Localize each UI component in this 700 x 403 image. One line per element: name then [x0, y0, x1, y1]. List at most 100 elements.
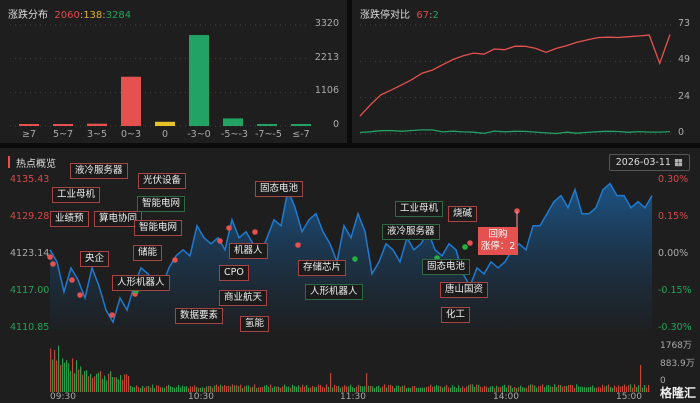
x-tick-label: -5~-3 [221, 129, 248, 140]
volume-bar [318, 384, 320, 392]
volume-bar [444, 386, 446, 392]
time-label: 14:00 [493, 392, 519, 402]
volume-bar [326, 384, 328, 392]
price-area [50, 183, 652, 329]
hot-topic-tag[interactable]: 光伏设备 [138, 173, 187, 189]
volume-bar [104, 375, 106, 392]
volume-bar [130, 385, 132, 392]
hot-topic-tag[interactable]: 液冷服务器 [382, 224, 440, 240]
volume-bar [468, 385, 470, 392]
volume-bar [378, 385, 380, 392]
hot-topic-tag[interactable]: 氢能 [240, 316, 270, 332]
volume-bar [226, 385, 228, 392]
hot-topic-tag[interactable]: 算电协同 [94, 211, 143, 227]
volume-bar [174, 387, 176, 392]
volume-bar [182, 385, 184, 392]
hot-topic-tag[interactable]: 存储芯片 [298, 260, 347, 276]
volume-bar [336, 386, 338, 392]
volume-bar [616, 387, 618, 392]
hot-topic-tag[interactable]: 唐山国资 [440, 282, 489, 298]
volume-bar [134, 387, 136, 392]
hot-topic-tag[interactable]: 储能 [133, 245, 163, 261]
volume-bar [642, 387, 644, 392]
volume-bar [506, 387, 508, 392]
date-value: 2026-03-11 [615, 157, 671, 168]
volume-bar [498, 387, 500, 392]
volume-bar [514, 386, 516, 392]
volume-bar [476, 384, 478, 392]
bar-6 [223, 118, 243, 126]
volume-bar [58, 345, 60, 392]
volume-bar [404, 385, 406, 392]
y-tick-label: 0 [678, 127, 685, 138]
date-picker[interactable]: 2026-03-11 ▦ [608, 154, 690, 171]
volume-bar [466, 386, 468, 392]
time-label: 15:00 [616, 392, 642, 402]
x-tick-label: -3~0 [187, 129, 211, 140]
hot-topic-tag[interactable]: 商业航天 [219, 290, 268, 306]
volume-bar [90, 373, 92, 392]
volume-bar [320, 385, 322, 392]
y-tick-label: 49 [678, 54, 691, 66]
volume-bar [362, 386, 364, 392]
event-marker [50, 261, 56, 267]
hot-topic-tag[interactable]: 数据要素 [175, 308, 224, 324]
volume-bar [202, 387, 204, 392]
volume-bar [106, 380, 108, 392]
volume-bar [332, 387, 334, 392]
volume-bar [208, 386, 210, 392]
hot-topic-tag[interactable]: 智能电网 [137, 196, 186, 212]
hot-title: 热点概览 [16, 159, 56, 170]
volume-bar [294, 386, 296, 392]
volume-bar [192, 386, 194, 392]
hot-topic-tag[interactable]: 央企 [80, 251, 110, 267]
volume-bar [610, 387, 612, 392]
volume-bar [600, 387, 602, 392]
volume-bar [452, 385, 454, 392]
volume-bar [544, 387, 546, 392]
hot-topic-tag[interactable]: 液冷服务器 [70, 163, 128, 179]
logo: 格隆汇 [659, 386, 696, 400]
volume-bar [540, 385, 542, 392]
volume-bar [606, 385, 608, 392]
hot-topic-tag[interactable]: 工业母机 [52, 187, 101, 203]
volume-bar [170, 386, 172, 392]
volume-bar [86, 370, 88, 392]
hot-topic-tag[interactable]: 业绩预 [50, 211, 89, 227]
volume-bar [550, 386, 552, 392]
distribution-chart [10, 24, 311, 127]
hot-topic-tag[interactable]: 工业母机 [395, 201, 444, 217]
volume-bar [576, 384, 578, 392]
volume-bar [538, 386, 540, 392]
volume-bar [330, 373, 332, 392]
volume-bar [230, 386, 232, 392]
left-axis-label: 4135.43 [10, 174, 50, 185]
volume-bar [102, 378, 104, 392]
volume-bar [126, 374, 128, 392]
volume-bar [60, 364, 62, 392]
volume-bar [266, 384, 268, 392]
hot-topic-tag[interactable]: CPO [219, 265, 249, 281]
bar-7 [257, 124, 277, 126]
hot-topic-tag[interactable]: 人形机器人 [305, 284, 363, 300]
volume-bar [78, 369, 80, 392]
volume-bar [52, 359, 54, 392]
hot-topic-tag[interactable]: 智能电网 [134, 220, 183, 236]
hot-topic-tag[interactable]: 机器人 [229, 243, 268, 259]
volume-bar [394, 388, 396, 392]
volume-bar [554, 384, 556, 392]
volume-bar [432, 386, 434, 392]
volume-bar [384, 384, 386, 392]
volume-bar [624, 384, 626, 392]
volume-bar [500, 387, 502, 392]
hot-topic-tag[interactable]: 固态电池 [422, 259, 471, 275]
hot-topic-tag[interactable]: 化工 [441, 307, 471, 323]
hot-topic-tag[interactable]: 烧碱 [448, 206, 478, 222]
hot-topic-tag[interactable]: 人形机器人 [112, 275, 170, 291]
volume-bar [210, 386, 212, 392]
volume-bar [416, 387, 418, 392]
hot-topic-tag[interactable]: 固态电池 [255, 181, 304, 197]
volume-bar [480, 386, 482, 392]
time-label: 09:30 [50, 392, 76, 402]
title-accent [8, 156, 10, 168]
